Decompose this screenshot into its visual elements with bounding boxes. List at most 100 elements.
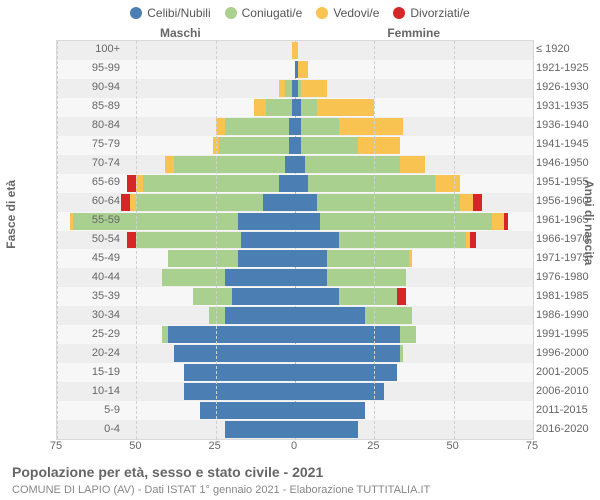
male-side-title: Maschi [160, 26, 201, 40]
segment [409, 250, 412, 267]
male-bar [162, 269, 295, 286]
segment [184, 364, 295, 381]
segment [327, 250, 410, 267]
segment [121, 194, 131, 211]
chart-subtitle: COMUNE DI LAPIO (AV) - Dati ISTAT 1° gen… [12, 484, 430, 496]
gridline [57, 41, 58, 439]
age-label: 85-89 [74, 97, 120, 115]
segment [308, 175, 435, 192]
pyramid-row [57, 117, 533, 136]
male-bar [209, 307, 295, 324]
male-bar [200, 402, 295, 419]
legend: Celibi/Nubili Coniugati/e Vedovi/e Divor… [0, 0, 600, 22]
age-label: 55-59 [74, 211, 120, 229]
male-bar [279, 80, 295, 97]
birth-year-label: 1951-1955 [536, 173, 589, 191]
segment [263, 194, 295, 211]
y-left-axis-title: Fasce di età [4, 180, 18, 249]
pyramid-row [57, 268, 533, 287]
x-tick-label: 50 [115, 440, 155, 452]
female-bar [295, 156, 425, 173]
x-tick-label: 25 [195, 440, 235, 452]
population-pyramid-chart: Celibi/Nubili Coniugati/e Vedovi/e Divor… [0, 0, 600, 500]
pyramid-row [57, 325, 533, 344]
segment [136, 232, 241, 249]
birth-year-label: 2001-2005 [536, 363, 589, 381]
segment [219, 137, 289, 154]
segment [317, 194, 460, 211]
female-bar [295, 213, 508, 230]
age-label: 5-9 [74, 401, 120, 419]
segment [209, 307, 225, 324]
birth-year-label: 1921-1925 [536, 59, 589, 77]
pyramid-row [57, 231, 533, 250]
segment [358, 137, 399, 154]
age-label: 80-84 [74, 116, 120, 134]
age-label: 45-49 [74, 249, 120, 267]
age-label: 65-69 [74, 173, 120, 191]
male-bar [254, 99, 295, 116]
segment [225, 421, 295, 438]
male-bar [127, 232, 295, 249]
x-tick-label: 50 [433, 440, 473, 452]
chart-title: Popolazione per età, sesso e stato civil… [12, 464, 323, 480]
pyramid-row [57, 60, 533, 79]
female-bar [295, 175, 460, 192]
birth-year-label: ≤ 1920 [536, 40, 570, 58]
segment [339, 288, 396, 305]
segment [232, 288, 295, 305]
birth-year-label: 1936-1940 [536, 116, 589, 134]
birth-year-label: 1971-1975 [536, 249, 589, 267]
legend-swatch-single [130, 7, 142, 19]
segment [127, 175, 137, 192]
birth-year-label: 1956-1960 [536, 192, 589, 210]
segment [127, 232, 137, 249]
segment [397, 288, 407, 305]
segment [460, 194, 473, 211]
segment [327, 269, 406, 286]
segment [473, 194, 483, 211]
female-bar [295, 250, 412, 267]
birth-year-label: 2016-2020 [536, 420, 589, 438]
age-label: 95-99 [74, 59, 120, 77]
female-bar [295, 364, 397, 381]
age-label: 90-94 [74, 78, 120, 96]
legend-swatch-divorced [393, 7, 405, 19]
segment [295, 232, 339, 249]
gridline [454, 41, 455, 439]
age-label: 30-34 [74, 306, 120, 324]
segment [301, 99, 317, 116]
segment [400, 156, 425, 173]
segment [193, 288, 231, 305]
pyramid-row [57, 382, 533, 401]
pyramid-row [57, 41, 533, 60]
legend-item-single: Celibi/Nubili [130, 6, 210, 20]
male-bar [193, 288, 295, 305]
pyramid-row [57, 136, 533, 155]
pyramid-row [57, 344, 533, 363]
segment [295, 326, 400, 343]
age-label: 10-14 [74, 382, 120, 400]
pyramid-row [57, 363, 533, 382]
segment [225, 307, 295, 324]
male-bar [216, 118, 295, 135]
gridline [533, 41, 534, 439]
segment [184, 383, 295, 400]
segment [254, 99, 267, 116]
segment [365, 307, 413, 324]
male-bar [174, 345, 295, 362]
birth-year-label: 1981-1985 [536, 287, 589, 305]
female-bar [295, 99, 374, 116]
segment [470, 232, 476, 249]
x-tick-label: 25 [353, 440, 393, 452]
pyramid-row [57, 306, 533, 325]
male-bar [121, 194, 296, 211]
female-bar [295, 288, 406, 305]
legend-swatch-widowed [316, 7, 328, 19]
age-label: 50-54 [74, 230, 120, 248]
segment [339, 232, 466, 249]
legend-swatch-married [225, 7, 237, 19]
segment [295, 269, 327, 286]
pyramid-row [57, 193, 533, 212]
segment [136, 194, 263, 211]
